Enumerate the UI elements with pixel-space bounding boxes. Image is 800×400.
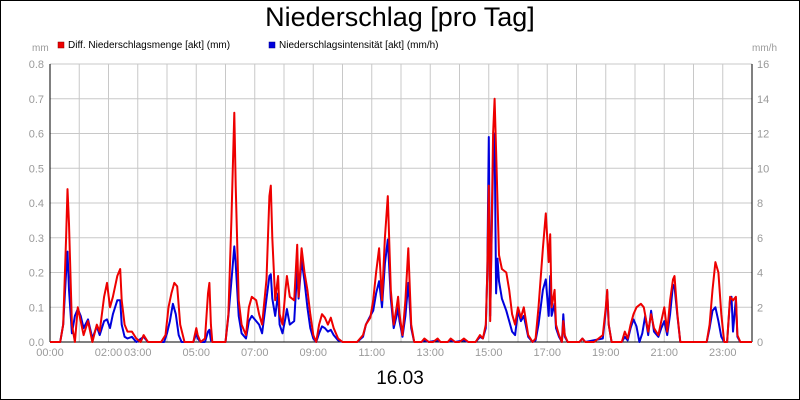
x-tick-label: 17:00 [533,347,561,359]
grid-lines [49,63,753,343]
x-tick-label: 21:00 [650,347,678,359]
x-tick-label: 05:00 [182,347,210,359]
x-tick-label: 09:00 [299,347,327,359]
y-right-tick-label: 16 [757,59,769,71]
legend-label-blue: Niederschlagsintensität [akt] (mm/h) [279,40,439,51]
y-right-tick-label: 14 [757,94,769,106]
y-right-tick-label: 8 [757,198,763,210]
x-tick-label: 13:00 [416,347,444,359]
x-tick-label: 07:00 [241,347,269,359]
x-tick-label: 15:00 [475,347,503,359]
x-tick-label: 19:00 [592,347,620,359]
y-right-tick-label: 10 [757,163,769,175]
y-left-unit: mm [32,43,49,54]
x-tick-label: 23:00 [709,347,737,359]
date-label: 16.03 [376,368,424,389]
x-tick-label: 03:00 [124,347,152,359]
y-right-tick-label: 2 [757,302,763,314]
y-left-tick-label: 0.1 [29,302,44,314]
x-tick-label: 02:00 [95,347,123,359]
y-right-unit: mm/h [752,43,777,54]
x-tick-label: 11:00 [358,347,385,359]
y-right-tick-label: 0 [757,337,763,349]
legend-swatch-blue [268,41,276,49]
y-left-tick-label: 0.0 [29,337,44,349]
y-left-tick-label: 0.6 [29,129,44,141]
y-right-tick-label: 6 [757,233,763,245]
y-left-tick-label: 0.2 [29,268,44,280]
x-tick-label: 00:00 [36,347,64,359]
chart-title: Niederschlag [pro Tag] [265,2,535,32]
y-left-tick-label: 0.5 [29,163,44,175]
y-left-tick-label: 0.7 [29,94,44,106]
series-line-niederschlagsmenge [50,97,752,343]
y-right-tick-label: 12 [757,129,769,141]
y-left-tick-label: 0.8 [29,59,44,71]
y-left-tick-label: 0.4 [29,198,44,210]
y-right-tick-label: 4 [757,268,763,280]
legend-swatch-red [57,41,65,49]
series-lines [50,97,752,343]
axes: 0.0 0.1 0.2 0.3 0.4 0.5 0.6 0.7 0.8 0 2 4 6 8 10 12 14 16… [29,59,770,359]
y-left-tick-label: 0.3 [29,233,44,245]
legend-label-red: Diff. Niederschlagsmenge [akt] (mm) [68,40,230,51]
